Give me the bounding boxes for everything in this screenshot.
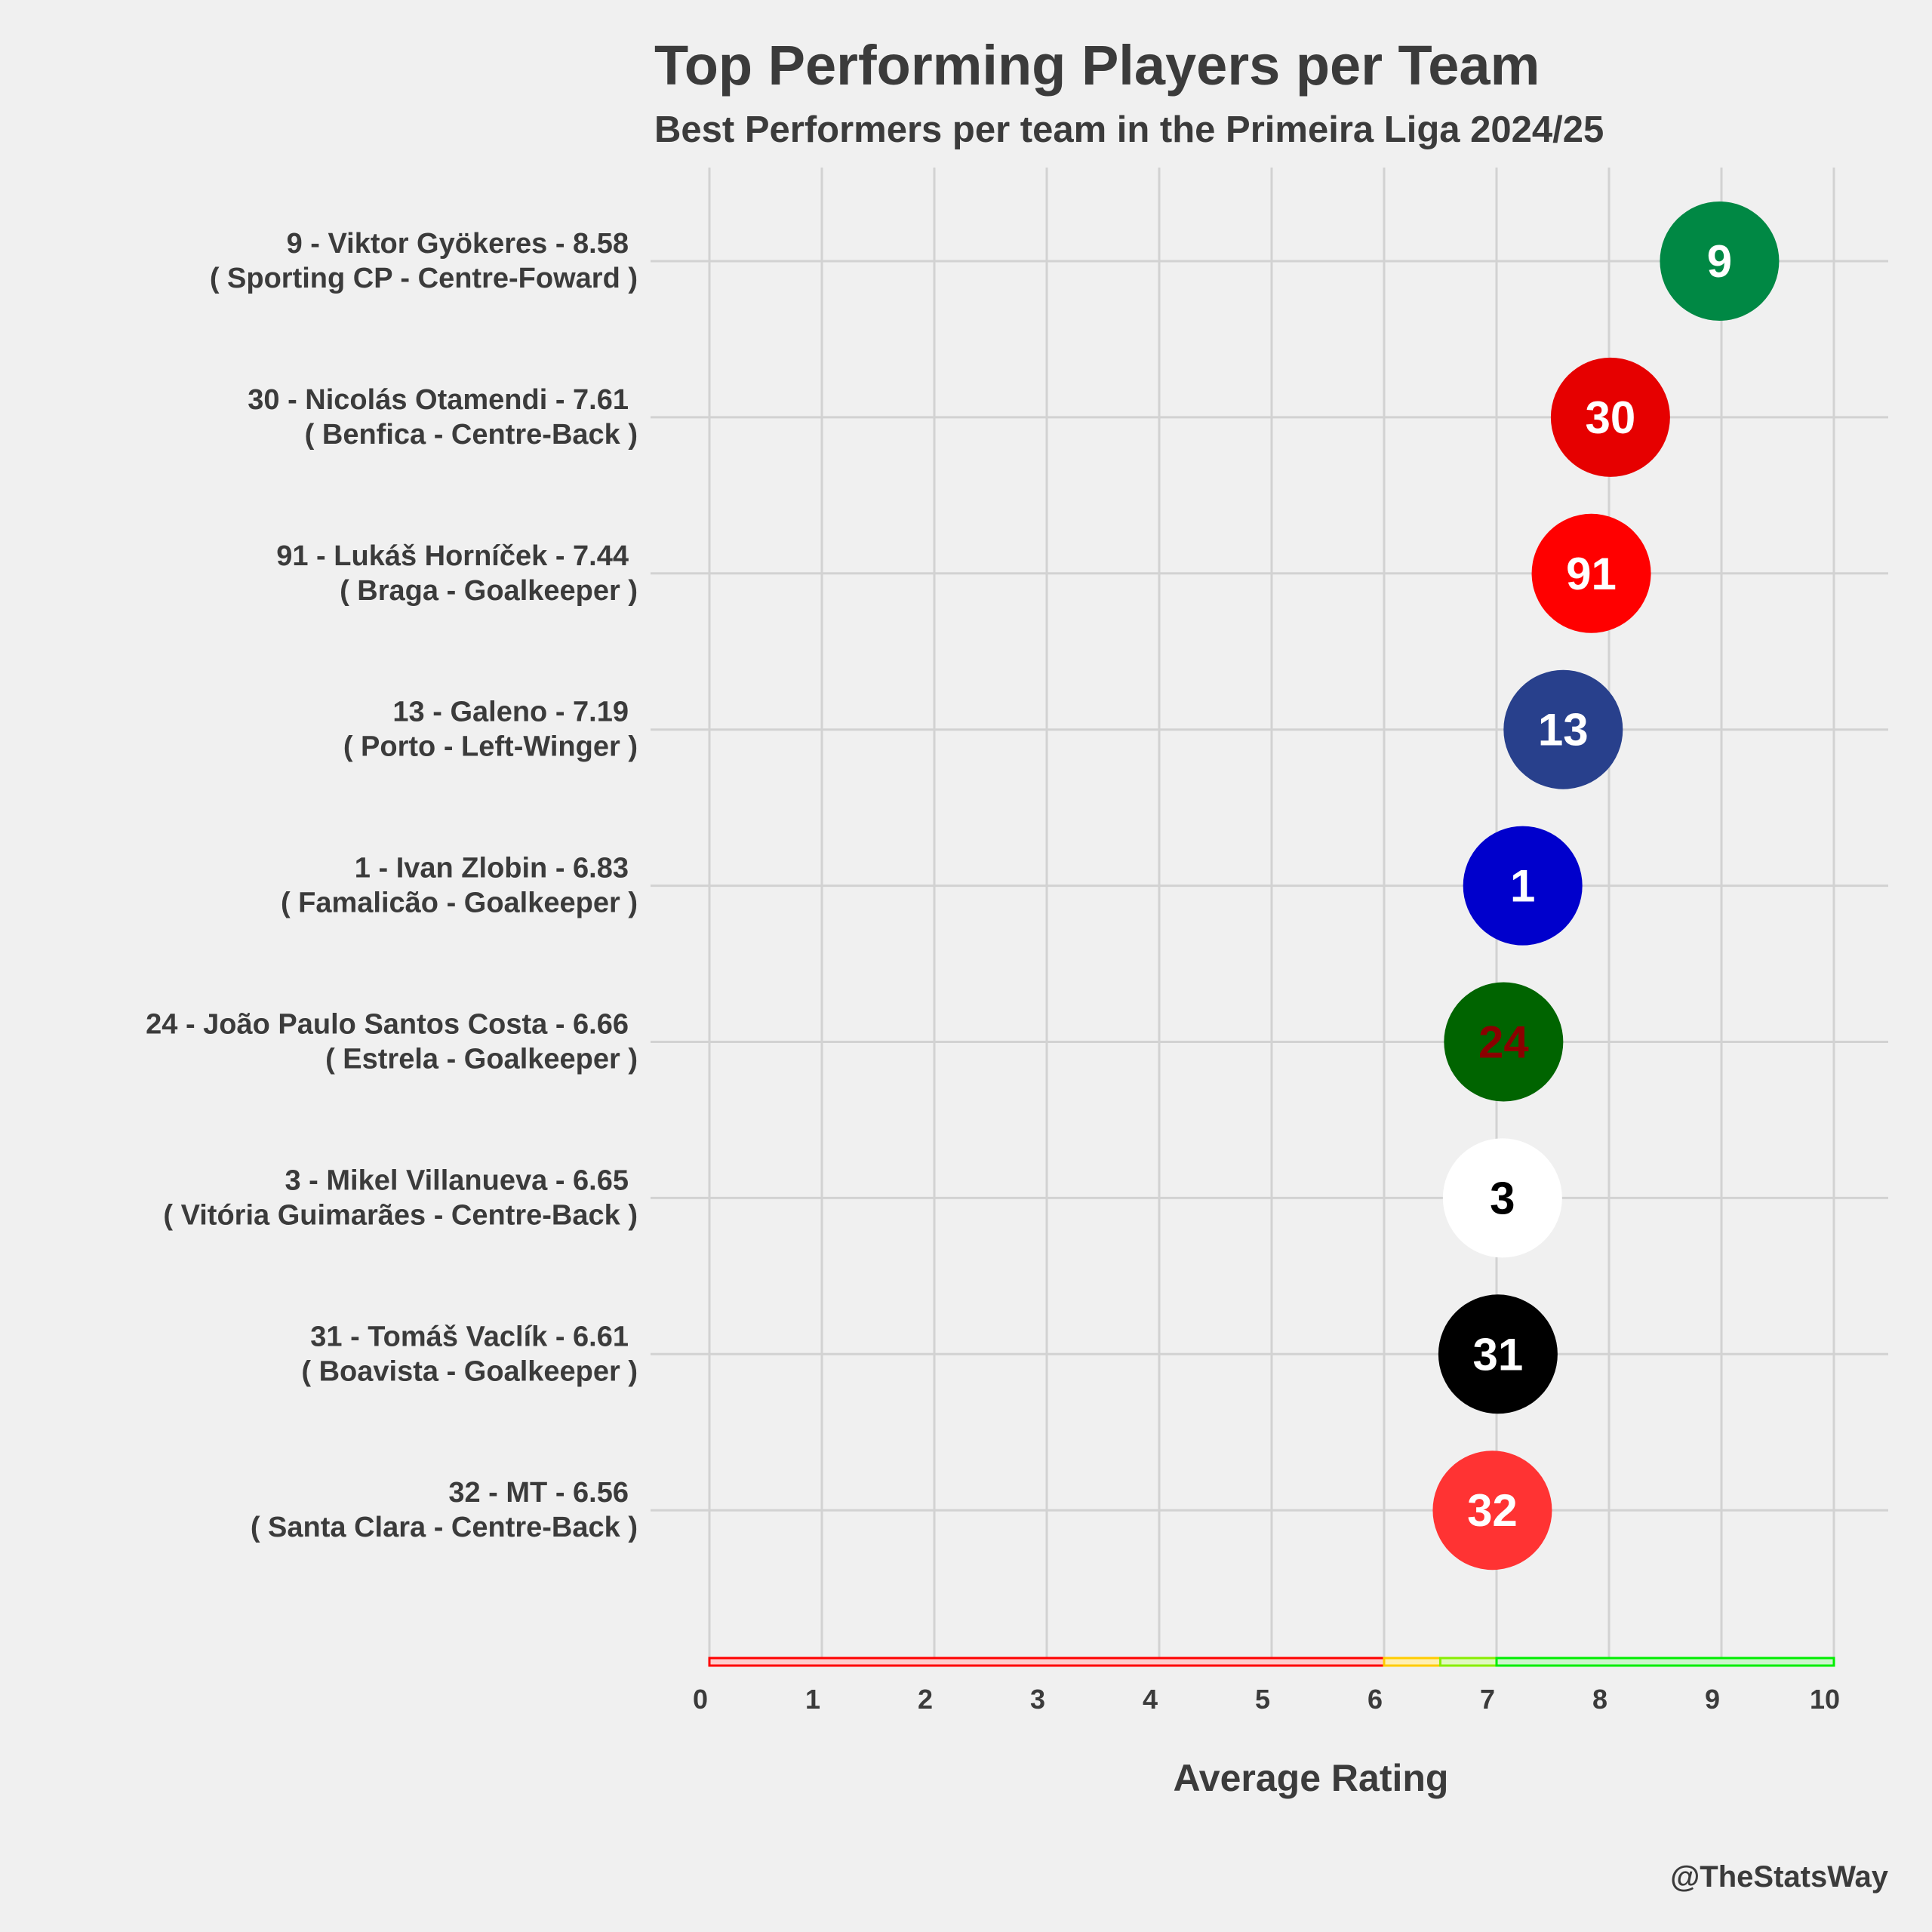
player-row: 24 - João Paulo Santos Costa - 6.66( Est… [146,982,1888,1102]
x-tick-label: 9 [1705,1684,1720,1715]
player-row: 13 - Galeno - 7.19( Porto - Left-Winger … [343,669,1888,789]
x-tick-label: 8 [1592,1684,1607,1715]
player-label-name: 31 - Tomáš Vaclík - 6.61 [310,1321,629,1352]
player-label-name: 3 - Mikel Villanueva - 6.65 [285,1164,629,1196]
player-label-team: ( Benfica - Centre-Back ) [305,419,638,451]
player-number: 3 [1490,1173,1515,1223]
chart-subtitle: Best Performers per team in the Primeira… [654,109,1604,150]
x-tick-label: 4 [1143,1684,1158,1715]
player-row: 3 - Mikel Villanueva - 6.65( Vitória Gui… [163,1138,1888,1258]
x-tick-label: 1 [805,1684,820,1715]
x-tick-label: 2 [918,1684,933,1715]
player-row: 31 - Tomáš Vaclík - 6.61( Boavista - Goa… [301,1294,1888,1414]
player-row: 1 - Ivan Zlobin - 6.83 ( Famalicão - Goal… [281,826,1888,946]
player-row: 91 - Lukáš Horníček - 7.44( Braga - Goal… [276,513,1888,633]
player-bubble [1444,982,1564,1102]
player-number: 13 [1538,705,1589,755]
player-label-name: 13 - Galeno - 7.19 [392,697,629,728]
player-bubble [1438,1294,1558,1414]
player-number: 24 [1478,1017,1529,1068]
player-label-name: 24 - João Paulo Santos Costa - 6.66 [146,1009,629,1041]
x-axis-ticks: 0 1 2 3 4 5 6 7 8 9 10 [693,1684,1840,1715]
rating-band-bar [708,1657,1835,1667]
player-rows: 9 - Viktor Gyökeres - 8.58( Sporting CP … [146,202,1888,1571]
rating-band [1495,1657,1835,1667]
x-tick-label: 0 [693,1684,708,1715]
player-label-team: ( Braga - Goalkeeper ) [340,575,638,607]
player-row: 9 - Viktor Gyökeres - 8.58( Sporting CP … [210,202,1888,321]
player-label-name: 91 - Lukáš Horníček - 7.44 [276,540,629,572]
player-bubble [1550,357,1670,477]
x-tick-label: 3 [1030,1684,1045,1715]
player-label-name: 30 - Nicolás Otamendi - 7.61 [248,384,629,416]
x-tick-label: 6 [1367,1684,1383,1715]
player-label-team: ( Boavista - Goalkeeper ) [301,1355,638,1387]
player-bubble [1531,513,1651,633]
player-number: 30 [1586,392,1636,443]
player-bubble [1463,826,1583,946]
player-bubble [1442,1138,1562,1258]
player-row: 30 - Nicolás Otamendi - 7.61( Benfica - … [248,357,1888,477]
player-number: 1 [1510,861,1535,912]
x-tick-label: 5 [1255,1684,1270,1715]
player-number: 9 [1707,236,1732,287]
player-row: 32 - MT - 6.56( Santa Clara - Centre-Bac… [251,1451,1888,1571]
player-number: 91 [1566,549,1617,599]
player-label-team: ( Famalicão - Goalkeeper ) [281,888,638,919]
x-tick-label: 10 [1810,1684,1840,1715]
player-label-team: ( Porto - Left-Winger ) [343,731,638,763]
rating-band [1439,1657,1498,1667]
player-label-team: ( Vitória Guimarães - Centre-Back ) [163,1199,638,1231]
player-label-name: 32 - MT - 6.56 [448,1477,629,1509]
rating-band [1383,1657,1441,1667]
grid [708,168,1835,1660]
player-label-name: 9 - Viktor Gyökeres - 8.58 [287,228,629,260]
credit-text: @TheStatsWay [1670,1860,1888,1894]
player-bubble [1660,202,1780,321]
x-axis-label: Average Rating [1174,1757,1449,1799]
player-label-team: ( Sporting CP - Centre-Foward ) [210,263,638,294]
player-bubble [1503,669,1623,789]
rating-band [708,1657,1386,1667]
player-label-name: 1 - Ivan Zlobin - 6.83 [355,853,629,884]
player-label-team: ( Santa Clara - Centre-Back ) [251,1512,638,1543]
player-number: 32 [1467,1485,1518,1536]
x-tick-label: 7 [1480,1684,1495,1715]
player-bubble [1432,1451,1552,1571]
chart-title: Top Performing Players per Team [654,34,1540,97]
player-label-team: ( Estrela - Goalkeeper ) [325,1044,638,1075]
player-number: 31 [1473,1329,1524,1380]
